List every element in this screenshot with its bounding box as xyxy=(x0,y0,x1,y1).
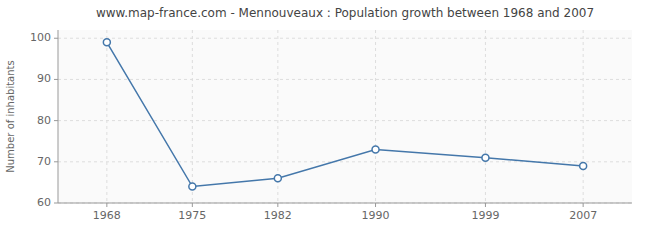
y-tick-label: 100 xyxy=(30,31,51,44)
title: www.map-france.com - Mennouveaux : Popul… xyxy=(96,6,594,20)
grid-line-x xyxy=(485,30,486,203)
chart-svg: 60 70 80 90 100 1968 1975 1982 1990 1999 2007 www.m… xyxy=(0,0,650,229)
y-tick-label: 70 xyxy=(37,155,51,168)
point xyxy=(372,146,379,153)
y-tick-label: 80 xyxy=(37,114,51,127)
x-tick-label: 1975 xyxy=(178,209,206,222)
point xyxy=(482,154,489,161)
grid-line-x xyxy=(106,30,107,203)
grid-line-x xyxy=(375,30,376,203)
grid-line-x xyxy=(583,30,584,203)
x-tick-label: 1990 xyxy=(362,209,390,222)
grid-line-y xyxy=(58,203,632,204)
y-tick xyxy=(54,79,58,80)
x-tick xyxy=(106,203,107,207)
chart-container: 60 70 80 90 100 1968 1975 1982 1990 1999 2007 www.m… xyxy=(0,0,650,229)
y-tick xyxy=(54,120,58,121)
grid xyxy=(58,30,632,203)
x-tick-label: 1982 xyxy=(264,209,292,222)
x-tick-label: 1968 xyxy=(93,209,121,222)
y-tick-label: 60 xyxy=(37,196,51,209)
point xyxy=(103,39,110,46)
grid-line-y xyxy=(58,120,632,121)
point xyxy=(189,183,196,190)
data-layer xyxy=(103,39,586,190)
x-tick xyxy=(277,203,278,207)
grid-line-y xyxy=(58,38,632,39)
point xyxy=(274,175,281,182)
grid-line-y xyxy=(58,79,632,80)
y-tick-label: 90 xyxy=(37,72,51,85)
x-tick-label: 2007 xyxy=(569,209,597,222)
point xyxy=(580,162,587,169)
y-axis-label: Number of inhabitants xyxy=(5,60,16,172)
x-tick xyxy=(485,203,486,207)
plot-background xyxy=(58,30,632,203)
ticks: 60 70 80 90 100 1968 1975 1982 1990 1999 2007 xyxy=(30,31,597,222)
x-tick-label: 1999 xyxy=(471,209,499,222)
y-tick xyxy=(54,161,58,162)
x-axis-line xyxy=(58,203,632,204)
x-tick xyxy=(375,203,376,207)
y-axis-line xyxy=(58,30,59,203)
x-tick xyxy=(192,203,193,207)
line xyxy=(107,42,583,186)
x-tick xyxy=(583,203,584,207)
y-tick xyxy=(54,38,58,39)
y-tick xyxy=(54,203,58,204)
grid-line-x xyxy=(192,30,193,203)
